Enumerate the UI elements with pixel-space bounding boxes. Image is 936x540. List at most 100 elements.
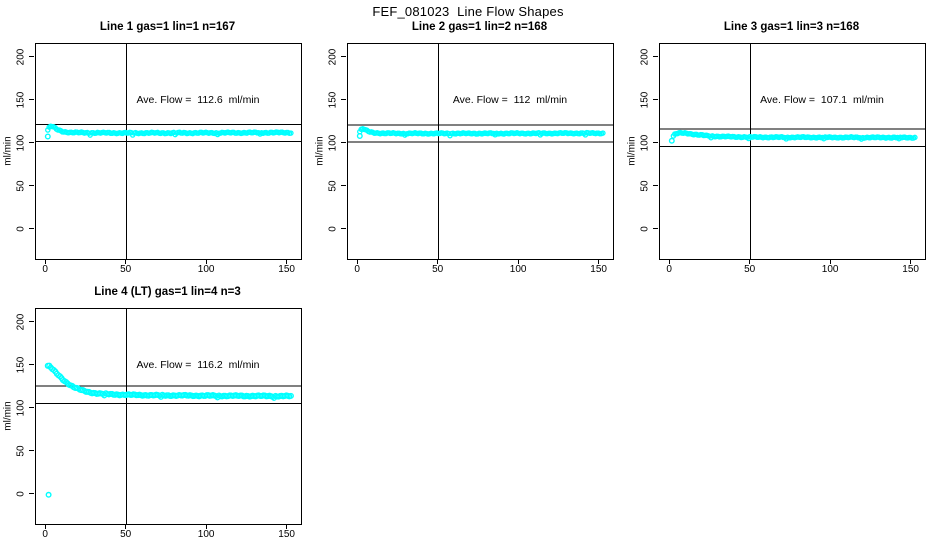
data-point-outlier xyxy=(356,132,363,139)
x-axis-tick xyxy=(668,259,670,264)
y-tick-label: 0 xyxy=(327,225,339,232)
plot-area-svg xyxy=(348,44,613,259)
data-point xyxy=(50,367,57,374)
x-tick-label: 50 xyxy=(432,264,444,275)
plot-area-svg xyxy=(660,44,925,259)
data-point xyxy=(912,134,918,141)
plot-area-svg xyxy=(36,44,301,259)
x-tick-label: 50 xyxy=(120,264,132,275)
y-tick-label: 150 xyxy=(327,91,339,109)
data-point xyxy=(287,392,294,399)
y-axis-tick xyxy=(341,142,346,144)
x-tick-label: 100 xyxy=(821,264,839,275)
x-axis-tick xyxy=(910,259,912,264)
y-axis-tick xyxy=(341,56,346,58)
page-title: FEF_081023 Line Flow Shapes xyxy=(372,4,564,19)
y-tick-label: 0 xyxy=(15,490,27,497)
panel-title: Line 2 gas=1 lin=2 n=168 xyxy=(411,21,548,33)
plot-area-svg xyxy=(36,309,301,524)
y-axis-tick xyxy=(341,185,346,187)
x-axis-tick xyxy=(286,524,288,529)
x-tick-label: 100 xyxy=(509,264,527,275)
y-tick-label: 150 xyxy=(15,91,27,109)
x-tick-label: 150 xyxy=(278,529,295,540)
y-tick-label: 0 xyxy=(15,225,27,232)
ave-flow-annotation: Ave. Flow = 112.6 ml/min xyxy=(136,94,260,106)
data-series xyxy=(45,123,294,138)
y-axis-tick xyxy=(341,99,346,101)
data-point-outlier xyxy=(45,491,52,498)
plot-box xyxy=(347,43,614,260)
y-axis-tick xyxy=(29,364,34,366)
y-tick-label: 50 xyxy=(639,180,651,192)
y-axis-title: ml/min xyxy=(2,400,14,431)
x-axis-tick xyxy=(125,259,127,264)
x-tick-label: 0 xyxy=(42,264,48,275)
plot-box xyxy=(35,43,302,260)
y-axis-tick xyxy=(341,228,346,230)
ave-flow-annotation: Ave. Flow = 112 ml/min xyxy=(452,94,568,106)
x-axis-tick xyxy=(829,259,831,264)
y-axis-tick xyxy=(29,56,34,58)
x-tick-label: 150 xyxy=(278,264,295,275)
y-tick-label: 200 xyxy=(15,313,27,331)
x-axis-tick xyxy=(286,259,288,264)
y-tick-label: 100 xyxy=(327,134,339,152)
y-tick-label: 50 xyxy=(327,180,339,192)
y-axis-tick xyxy=(653,228,658,230)
x-tick-label: 0 xyxy=(42,529,48,540)
y-axis-title: ml/min xyxy=(314,135,326,166)
flow-panel-line-1: Line 1 gas=1 lin=1 n=167 Ave. Flow = 112… xyxy=(3,21,302,275)
x-axis-tick xyxy=(44,259,46,264)
x-tick-label: 50 xyxy=(120,529,132,540)
y-axis-tick xyxy=(29,450,34,452)
panel-title: Line 3 gas=1 lin=3 n=168 xyxy=(723,21,860,33)
data-point-outlier xyxy=(44,133,51,140)
y-axis-tick xyxy=(29,99,34,101)
x-tick-label: 50 xyxy=(744,264,756,275)
y-axis-tick xyxy=(653,142,658,144)
y-axis-tick xyxy=(29,321,34,323)
y-tick-label: 0 xyxy=(639,225,651,232)
y-axis-tick xyxy=(653,185,658,187)
x-axis-tick xyxy=(44,524,46,529)
y-tick-label: 100 xyxy=(15,399,27,417)
y-tick-label: 100 xyxy=(15,134,27,152)
y-tick-label: 150 xyxy=(15,356,27,374)
y-tick-label: 50 xyxy=(15,445,27,457)
y-axis-title: ml/min xyxy=(2,135,14,166)
y-tick-label: 50 xyxy=(15,180,27,192)
y-axis-tick xyxy=(29,142,34,144)
x-axis-tick xyxy=(437,259,439,264)
plot-box xyxy=(35,308,302,525)
x-axis-tick xyxy=(205,259,207,264)
data-point xyxy=(288,130,294,136)
flow-panel-line-4: Line 4 (LT) gas=1 lin=4 n=3 Ave. Flow = … xyxy=(3,286,302,540)
x-tick-label: 100 xyxy=(197,264,215,275)
y-axis-tick xyxy=(653,99,658,101)
x-tick-label: 150 xyxy=(902,264,919,275)
data-series xyxy=(670,129,918,142)
x-tick-label: 0 xyxy=(354,264,360,275)
y-tick-label: 200 xyxy=(327,48,339,66)
y-axis-tick xyxy=(29,407,34,409)
panel-title: Line 1 gas=1 lin=1 n=167 xyxy=(99,21,236,33)
y-axis-tick xyxy=(653,56,658,58)
x-axis-tick xyxy=(517,259,519,264)
x-axis-tick xyxy=(749,259,751,264)
y-axis-tick xyxy=(29,228,34,230)
data-point-outlier xyxy=(668,137,675,144)
ave-flow-annotation: Ave. Flow = 107.1 ml/min xyxy=(760,94,884,106)
plot-box xyxy=(659,43,926,260)
x-tick-label: 0 xyxy=(666,264,672,275)
y-tick-label: 150 xyxy=(639,91,651,109)
x-axis-tick xyxy=(356,259,358,264)
flow-panel-line-2: Line 2 gas=1 lin=2 n=168 Ave. Flow = 112… xyxy=(315,21,614,275)
y-axis-title: ml/min xyxy=(626,135,638,166)
y-tick-label: 200 xyxy=(15,48,27,66)
y-axis-tick xyxy=(29,493,34,495)
y-axis-tick xyxy=(29,185,34,187)
data-series xyxy=(357,126,606,139)
data-point xyxy=(600,130,606,136)
